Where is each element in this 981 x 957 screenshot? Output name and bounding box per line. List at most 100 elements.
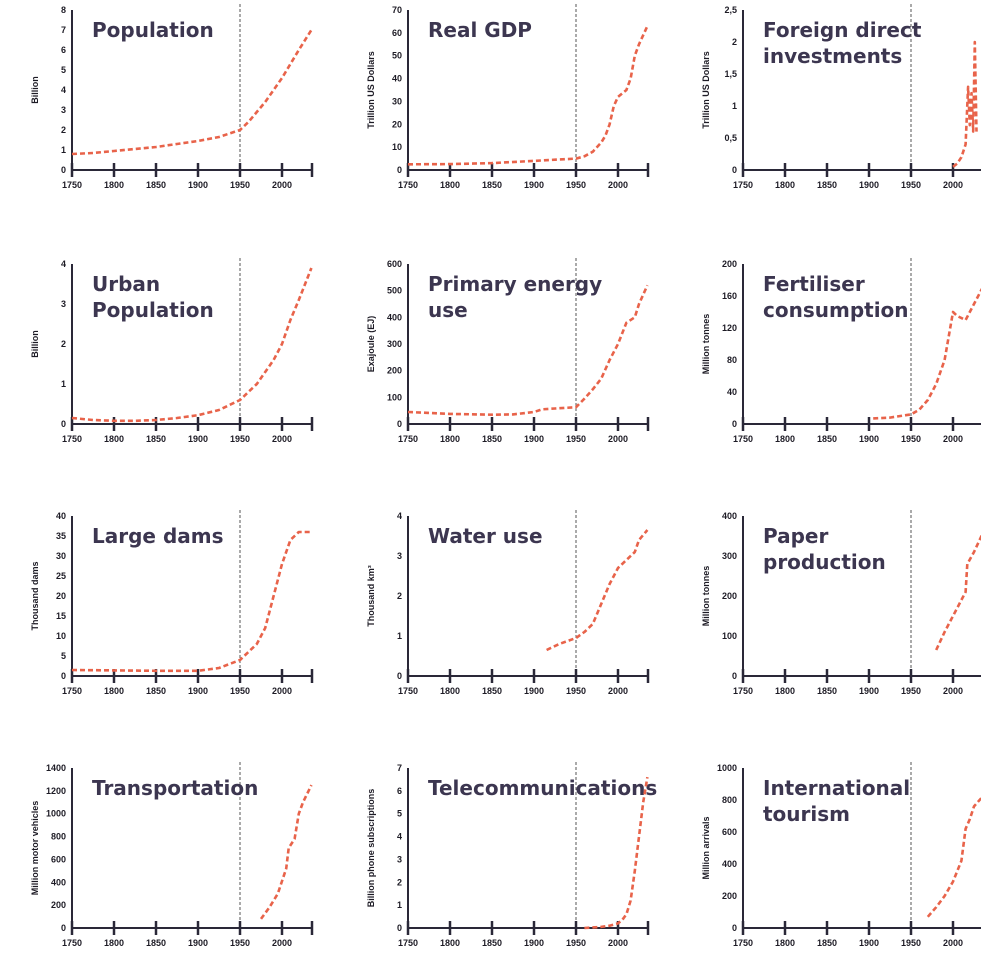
y-tick-label: 400 bbox=[722, 859, 737, 869]
series-line bbox=[584, 776, 649, 930]
y-tick-label: 200 bbox=[722, 591, 737, 601]
y-tick-label: 1 bbox=[61, 145, 66, 155]
y-tick-label: 800 bbox=[51, 832, 66, 842]
chart-panel: 1750 1800 1850 1900 1950 2000 0 200 400 600 800 100… bbox=[30, 762, 314, 948]
x-tick-label: 2000 bbox=[272, 180, 292, 190]
y-tick-label: 30 bbox=[392, 96, 402, 106]
y-tick-label: 4 bbox=[397, 511, 402, 521]
x-tick-label: 1950 bbox=[566, 938, 586, 948]
x-tick-label: 1950 bbox=[230, 180, 250, 190]
chart-title: Foreign direct bbox=[763, 18, 922, 42]
x-tick-label: 1900 bbox=[859, 938, 879, 948]
y-tick-label: 25 bbox=[56, 571, 66, 581]
y-tick-label: 3 bbox=[397, 854, 402, 864]
x-tick-label: 1900 bbox=[859, 686, 879, 696]
y-tick-label: 1 bbox=[397, 631, 402, 641]
x-tick-label: 1850 bbox=[146, 180, 166, 190]
y-tick-label: 40 bbox=[727, 387, 737, 397]
series-line bbox=[71, 29, 313, 156]
series-line bbox=[407, 25, 649, 166]
x-tick-label: 1850 bbox=[817, 938, 837, 948]
y-axis-label: Billion bbox=[30, 330, 40, 358]
y-tick-label: 2 bbox=[732, 37, 737, 47]
x-tick-label: 1750 bbox=[398, 938, 418, 948]
y-tick-label: 500 bbox=[387, 286, 402, 296]
series-line bbox=[952, 40, 978, 168]
x-tick-label: 1750 bbox=[62, 180, 82, 190]
y-axis-label: Billion phone subscriptions bbox=[366, 789, 376, 908]
x-tick-label: 1950 bbox=[566, 686, 586, 696]
y-tick-label: 400 bbox=[722, 511, 737, 521]
x-tick-label: 1850 bbox=[146, 434, 166, 444]
y-tick-label: 0 bbox=[397, 671, 402, 681]
y-tick-label: 1000 bbox=[46, 809, 66, 819]
y-tick-label: 1 bbox=[397, 900, 402, 910]
y-tick-label: 1200 bbox=[46, 786, 66, 796]
y-tick-label: 20 bbox=[56, 591, 66, 601]
chart-title: International bbox=[763, 776, 910, 800]
y-tick-label: 200 bbox=[722, 891, 737, 901]
y-tick-label: 4 bbox=[61, 85, 66, 95]
x-tick-label: 1850 bbox=[482, 434, 502, 444]
x-tick-label: 1750 bbox=[62, 938, 82, 948]
y-tick-label: 1,5 bbox=[724, 69, 737, 79]
y-tick-label: 3 bbox=[397, 551, 402, 561]
chart-panel: 1750 1800 1850 1900 1950 2000 0 100 200 300 400 Mil… bbox=[701, 510, 981, 696]
x-tick-label: 1900 bbox=[524, 686, 544, 696]
x-tick-label: 1900 bbox=[859, 180, 879, 190]
y-tick-label: 0 bbox=[61, 165, 66, 175]
x-tick-label: 1800 bbox=[104, 434, 124, 444]
y-tick-label: 400 bbox=[387, 312, 402, 322]
x-tick-label: 1950 bbox=[901, 434, 921, 444]
x-tick-label: 1850 bbox=[817, 180, 837, 190]
y-axis-label: Million motor vehicles bbox=[30, 801, 40, 896]
chart-panel: 1750 1800 1850 1900 1950 2000 0 1 2 3 4 5 6 7 8 Billion… bbox=[30, 4, 314, 190]
y-tick-label: 5 bbox=[61, 65, 66, 75]
y-tick-label: 200 bbox=[387, 366, 402, 376]
x-tick-label: 1800 bbox=[104, 686, 124, 696]
y-tick-label: 35 bbox=[56, 531, 66, 541]
x-tick-label: 2000 bbox=[608, 686, 628, 696]
x-tick-label: 1900 bbox=[859, 434, 879, 444]
y-tick-label: 300 bbox=[722, 551, 737, 561]
series-line bbox=[407, 284, 649, 416]
chart-title: Water use bbox=[428, 524, 543, 548]
x-tick-label: 1750 bbox=[62, 434, 82, 444]
chart-title: consumption bbox=[763, 298, 909, 322]
y-tick-label: 100 bbox=[722, 631, 737, 641]
y-axis-label: Million tonnes bbox=[701, 314, 711, 375]
y-tick-label: 1400 bbox=[46, 763, 66, 773]
chart-title: Real GDP bbox=[428, 18, 532, 42]
y-tick-label: 0 bbox=[732, 671, 737, 681]
y-tick-label: 6 bbox=[61, 45, 66, 55]
x-tick-label: 1900 bbox=[188, 180, 208, 190]
x-tick-label: 1750 bbox=[398, 434, 418, 444]
y-tick-label: 0 bbox=[397, 923, 402, 933]
x-tick-label: 1900 bbox=[188, 938, 208, 948]
y-tick-label: 300 bbox=[387, 339, 402, 349]
x-tick-label: 1800 bbox=[104, 938, 124, 948]
y-tick-label: 200 bbox=[51, 900, 66, 910]
y-tick-label: 4 bbox=[61, 259, 66, 269]
series-line bbox=[935, 533, 981, 651]
series-line bbox=[873, 287, 981, 420]
y-tick-label: 2,5 bbox=[724, 5, 737, 15]
x-tick-label: 2000 bbox=[943, 938, 963, 948]
x-tick-label: 2000 bbox=[608, 938, 628, 948]
y-tick-label: 100 bbox=[387, 392, 402, 402]
y-tick-label: 600 bbox=[387, 259, 402, 269]
x-tick-label: 1800 bbox=[440, 938, 460, 948]
chart-panel: 1750 1800 1850 1900 1950 2000 0 40 80 120 160 200 Mi… bbox=[701, 258, 981, 444]
series-line bbox=[546, 529, 649, 652]
y-axis-label: Thousand dams bbox=[30, 561, 40, 630]
y-tick-label: 70 bbox=[392, 5, 402, 15]
x-tick-label: 1950 bbox=[230, 686, 250, 696]
y-tick-label: 40 bbox=[56, 511, 66, 521]
x-tick-label: 1750 bbox=[733, 434, 753, 444]
x-tick-label: 1800 bbox=[440, 686, 460, 696]
chart-title: Transportation bbox=[92, 776, 258, 800]
y-tick-label: 200 bbox=[722, 259, 737, 269]
y-tick-label: 2 bbox=[397, 877, 402, 887]
chart-panel: 1750 1800 1850 1900 1950 2000 0 5 10 15 20 25 30 35 40… bbox=[30, 510, 314, 696]
